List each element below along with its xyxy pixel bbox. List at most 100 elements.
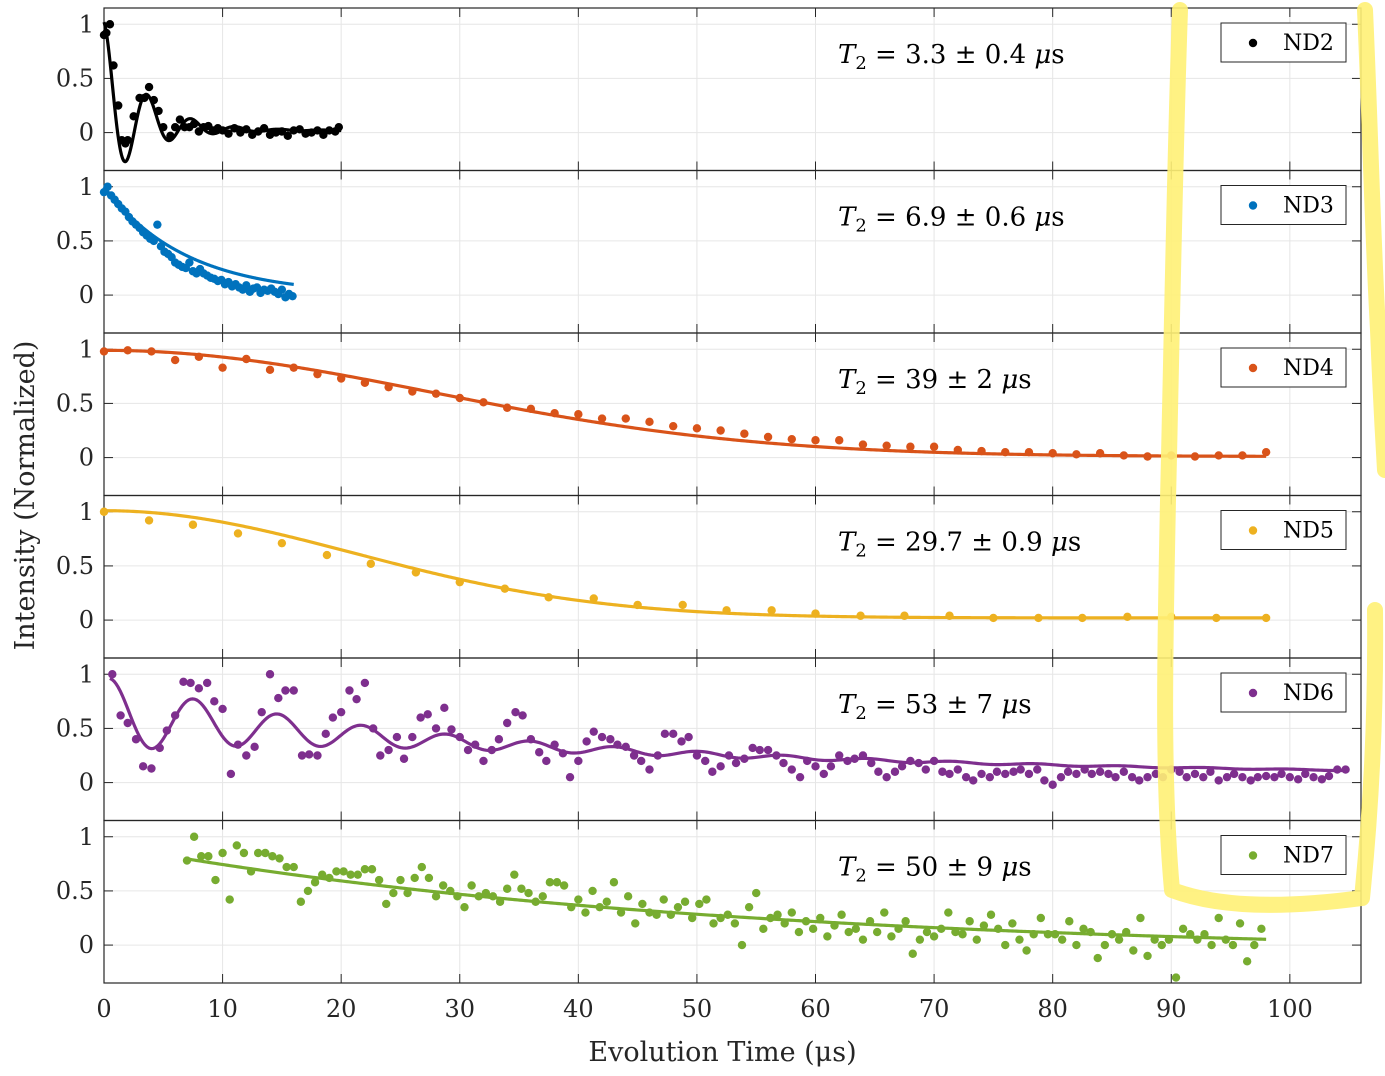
data-point [384, 382, 393, 392]
data-point [1111, 772, 1120, 782]
data-point [945, 769, 954, 779]
data-point [922, 927, 932, 937]
data-point [336, 707, 346, 717]
data-point [1293, 775, 1303, 784]
data-point [230, 124, 239, 133]
data-point [582, 737, 591, 746]
data-point [455, 732, 464, 742]
data-point [695, 899, 704, 909]
data-point [890, 767, 900, 776]
x-tick-label: 100 [1267, 995, 1313, 1023]
t2-annotation: T2 = 6.9 ± 0.6 μs [838, 203, 1065, 237]
data-point [702, 895, 711, 904]
data-point [901, 917, 910, 926]
data-point [242, 125, 251, 134]
data-point [803, 756, 812, 766]
legend-nd5: ND5 [1220, 510, 1347, 550]
y-tick-label: 0.5 [56, 877, 94, 905]
data-point [408, 387, 417, 396]
data-point [194, 352, 204, 362]
data-point [779, 758, 788, 768]
data-point [460, 902, 469, 912]
data-point [296, 897, 306, 906]
data-point [819, 769, 829, 779]
data-point [1199, 772, 1208, 782]
data-point [232, 841, 242, 850]
legend-label: ND7 [1283, 844, 1334, 869]
data-point [808, 924, 818, 934]
data-point [867, 758, 876, 768]
data-point [384, 745, 393, 755]
data-point [687, 913, 697, 923]
data-point [1048, 780, 1057, 789]
data-point [673, 902, 683, 912]
data-point [494, 735, 504, 744]
data-point [479, 756, 488, 766]
x-tick-label: 70 [919, 995, 950, 1023]
data-point [929, 442, 939, 451]
data-point [811, 762, 820, 771]
data-point [389, 888, 398, 898]
data-point [1175, 767, 1184, 776]
data-point [858, 935, 868, 944]
legend-box [1220, 347, 1347, 388]
data-point [1079, 924, 1088, 934]
data-point [481, 888, 491, 898]
data-point [574, 410, 583, 419]
data-point [613, 740, 622, 749]
data-point [1016, 765, 1025, 774]
data-point [376, 751, 385, 760]
data-point [382, 899, 391, 909]
data-point [1008, 919, 1017, 928]
x-tick-label: 30 [444, 995, 475, 1023]
data-point [366, 559, 376, 568]
data-point [993, 924, 1003, 934]
data-point [850, 754, 859, 763]
data-point [894, 924, 903, 934]
data-point [1072, 450, 1081, 459]
legend-label: ND6 [1283, 681, 1334, 706]
data-point [589, 727, 598, 736]
legend-marker [1248, 363, 1258, 373]
data-point [511, 707, 520, 717]
data-point [766, 913, 775, 923]
panel-nd5: 1 0.5 0 T2 = 29.7 ± 0.9 μs ND5 [56, 494, 1362, 659]
data-point [1087, 769, 1097, 779]
data-point [1015, 935, 1024, 944]
data-point [811, 436, 820, 445]
data-point [518, 711, 527, 720]
data-point [346, 870, 355, 879]
data-point [837, 910, 846, 919]
data-point [856, 611, 865, 620]
data-point [275, 854, 284, 863]
data-point [265, 670, 275, 679]
x-tick-label: 0 [96, 995, 111, 1023]
data-point [170, 122, 180, 132]
data-point [1056, 772, 1066, 782]
data-point [558, 749, 568, 758]
data-point [906, 442, 915, 451]
panel-nd4: 1 0.5 0 T2 = 39 ± 2 μs ND4 [56, 332, 1362, 497]
data-point [1246, 776, 1255, 785]
data-point [669, 729, 678, 739]
data-point [1190, 769, 1200, 779]
data-point [977, 446, 986, 456]
data-point [1250, 940, 1259, 950]
data-point [131, 735, 141, 744]
data-point [1341, 765, 1350, 774]
data-point [550, 408, 559, 418]
data-point [979, 921, 989, 930]
data-point [787, 765, 796, 774]
data-point [455, 393, 464, 403]
y-tick-label: 1 [79, 823, 94, 851]
data-point [944, 908, 953, 917]
data-point [772, 751, 781, 760]
data-point [1206, 767, 1215, 776]
data-point [574, 895, 583, 904]
data-point [289, 363, 298, 372]
data-point [1228, 940, 1238, 950]
data-point [277, 538, 287, 548]
data-point [811, 609, 820, 618]
data-point [321, 729, 330, 739]
data-point [1212, 613, 1221, 623]
